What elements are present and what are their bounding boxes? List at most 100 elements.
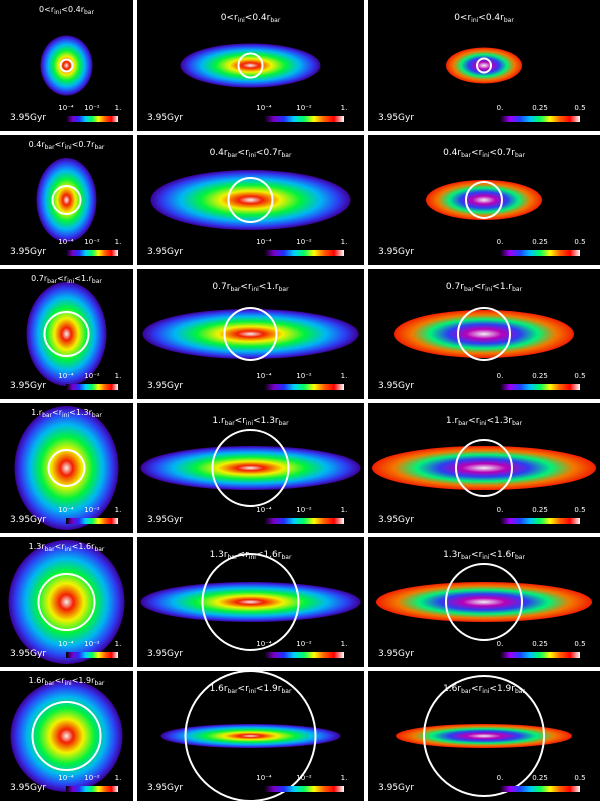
- tick-label: 1.: [340, 238, 348, 246]
- tick-label: 10⁻⁴: [58, 372, 74, 380]
- colorbar-ticks: 0. 0.25 0.5: [496, 104, 586, 113]
- panel-r1-c3: 0<rini<0.4rbar 3.95Gyr 0. 0.25 0.5: [368, 0, 600, 131]
- tick-label: 1.: [114, 774, 122, 782]
- tick-label: 10⁻²: [296, 506, 312, 514]
- tick-label: 0.25: [532, 372, 548, 380]
- particle-distribution: [10, 680, 123, 792]
- bar-radius-circle: [445, 563, 523, 641]
- particle-distribution: [36, 158, 97, 242]
- colorbar-ticks: 10⁻⁴ 10⁻² 1.: [256, 506, 347, 515]
- range-label: 1.rbar<rini<1.3rbar: [212, 416, 289, 427]
- colorbar: [500, 518, 580, 524]
- tick-label: 10⁻⁴: [256, 372, 272, 380]
- tick-label: 0.: [496, 104, 504, 112]
- tick-label: 10⁻²: [296, 372, 312, 380]
- time-label: 3.95Gyr: [147, 113, 184, 123]
- time-label: 3.95Gyr: [147, 247, 184, 257]
- density-map: [394, 307, 574, 361]
- tick-label: 10⁻²: [296, 238, 312, 246]
- tick-label: 10⁻²: [84, 640, 100, 648]
- particle-distribution: [446, 47, 522, 84]
- time-label: 3.95Gyr: [147, 783, 184, 793]
- colorbar: [66, 652, 118, 658]
- colorbar-ticks: 10⁻⁴ 10⁻² 1.: [58, 104, 121, 113]
- colorbar-ticks: 10⁻⁴ 10⁻² 1.: [58, 640, 121, 649]
- colorbar: [66, 786, 118, 792]
- bar-radius-circle: [465, 181, 503, 219]
- tick-label: 10⁻⁴: [256, 104, 272, 112]
- range-label: 0.4rbar<rini<0.7rbar: [443, 148, 525, 159]
- particle-distribution: [160, 724, 341, 748]
- tick-label: 10⁻²: [84, 238, 100, 246]
- tick-label: 0.25: [532, 774, 548, 782]
- panel-r3-c2: 0.7rbar<rini<1.rbar 3.95Gyr 10⁻⁴ 10⁻² 1.: [137, 269, 364, 399]
- panel-r1-c2: 0<rini<0.4rbar 3.95Gyr 10⁻⁴ 10⁻² 1.: [137, 0, 364, 131]
- particle-distribution: [372, 446, 596, 490]
- time-label: 3.95Gyr: [147, 649, 184, 659]
- tick-label: 0.: [496, 774, 504, 782]
- tick-label: 10⁻²: [84, 506, 100, 514]
- tick-label: 1.: [114, 238, 122, 246]
- panel-r1-c1: 0<rini<0.4rbar 3.95Gyr 10⁻⁴ 10⁻² 1.: [0, 0, 133, 131]
- particle-distribution: [180, 43, 321, 88]
- bar-radius-circle: [476, 57, 492, 74]
- panel-r4-c2: 1.rbar<rini<1.3rbar 3.95Gyr 10⁻⁴ 10⁻² 1.: [137, 403, 364, 533]
- colorbar: [264, 518, 344, 524]
- density-map: [40, 35, 93, 96]
- bar-radius-circle: [423, 675, 545, 797]
- time-label: 3.95Gyr: [378, 649, 415, 659]
- tick-label: 10⁻²: [296, 640, 312, 648]
- panel-r2-c3: 0.4rbar<rini<0.7rbar 3.95Gyr 0. 0.25 0.5: [368, 135, 600, 265]
- range-label: 1.6rbar<rini<1.9rbar: [28, 676, 105, 687]
- colorbar: [66, 116, 118, 122]
- time-label: 3.95Gyr: [10, 649, 47, 659]
- panel-r4-c1: 1.rbar<rini<1.3rbar 3.95Gyr 10⁻⁴ 10⁻² 1.: [0, 403, 133, 533]
- particle-distribution: [142, 309, 359, 359]
- colorbar-ticks: 10⁻⁴ 10⁻² 1.: [256, 640, 347, 649]
- tick-label: 1.: [114, 104, 122, 112]
- particle-distribution: [426, 180, 542, 220]
- bar-radius-circle: [31, 701, 102, 771]
- tick-label: 0.5: [574, 104, 586, 112]
- range-label: 0.4rbar<rini<0.7rbar: [209, 148, 292, 159]
- range-label: 1.3rbar<rini<1.6rbar: [209, 550, 292, 561]
- tick-label: 0.: [496, 238, 504, 246]
- particle-distribution: [140, 582, 361, 622]
- colorbar-ticks: 10⁻⁴ 10⁻² 1.: [58, 372, 121, 381]
- range-label: 0.7rbar<rini<1.rbar: [445, 282, 523, 293]
- range-label: 1.rbar<rini<1.3rbar: [445, 416, 523, 427]
- density-map: [446, 47, 522, 84]
- density-map: [160, 671, 341, 801]
- tick-label: 10⁻⁴: [58, 774, 74, 782]
- time-label: 3.95Gyr: [10, 381, 47, 391]
- colorbar-ticks: 0. 0.25 0.5: [496, 238, 586, 247]
- bar-radius-circle: [455, 439, 513, 497]
- bar-radius-circle: [37, 573, 96, 631]
- colorbar-ticks: 0. 0.25 0.5: [496, 774, 586, 783]
- range-label: 1.3rbar<rini<1.6rbar: [28, 542, 105, 553]
- tick-label: 10⁻²: [296, 104, 312, 112]
- tick-label: 10⁻⁴: [58, 104, 74, 112]
- tick-label: 1.: [340, 506, 348, 514]
- tick-label: 0.5: [574, 774, 586, 782]
- colorbar-ticks: 10⁻⁴ 10⁻² 1.: [58, 238, 121, 247]
- tick-label: 10⁻²: [84, 774, 100, 782]
- colorbar: [66, 250, 118, 256]
- time-label: 3.95Gyr: [378, 515, 415, 525]
- colorbar-ticks: 0. 0.25 0.5: [497, 372, 586, 381]
- tick-label: 0.: [496, 640, 504, 648]
- panel-r6-c3: 1.6rbar<rini<1.9rbar 3.95Gyr 0. 0.25 0.5: [368, 671, 600, 801]
- tick-label: 0.25: [532, 506, 548, 514]
- tick-label: 1.: [114, 372, 122, 380]
- tick-label: 1.: [340, 372, 348, 380]
- density-map: [26, 282, 107, 386]
- panel-r3-c1: 0.7rbar<rini<1.rbar 3.95Gyr 10⁻⁴ 10⁻² 1.: [0, 269, 133, 399]
- tick-label: 0.25: [532, 238, 548, 246]
- range-label: 0.4rbar<rini<0.7rbar: [28, 140, 105, 151]
- time-label: 3.95Gyr: [378, 247, 415, 257]
- density-map: [180, 43, 321, 88]
- colorbar-ticks: 10⁻⁴ 10⁻² 1.: [256, 104, 347, 113]
- particle-distribution: [394, 310, 574, 358]
- colorbar-ticks: 10⁻⁴ 10⁻² 1.: [256, 774, 347, 783]
- bar-radius-circle: [211, 429, 290, 507]
